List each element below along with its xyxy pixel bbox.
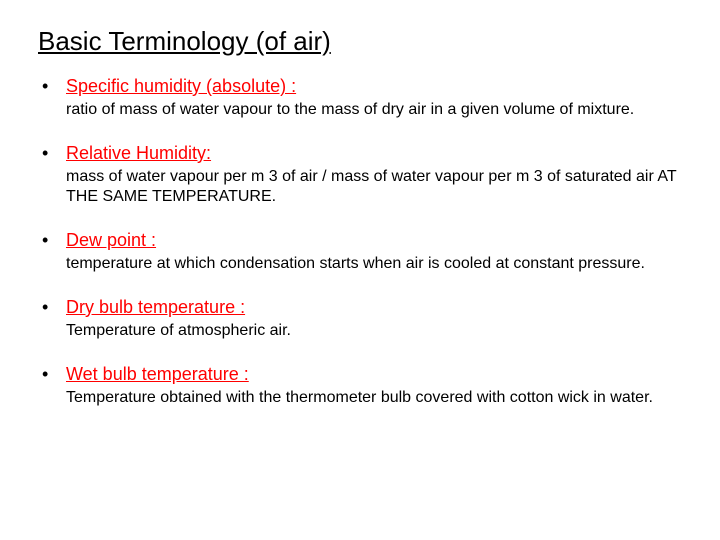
term-block: • Relative Humidity: mass of water vapou… bbox=[38, 142, 682, 207]
term-label: Relative Humidity: bbox=[66, 142, 211, 164]
bullet-icon: • bbox=[38, 363, 66, 385]
term-row: • Relative Humidity: bbox=[38, 142, 682, 164]
term-block: • Dry bulb temperature : Temperature of … bbox=[38, 296, 682, 341]
term-row: • Specific humidity (absolute) : bbox=[38, 75, 682, 97]
term-definition: temperature at which condensation starts… bbox=[66, 254, 682, 274]
bullet-icon: • bbox=[38, 75, 66, 97]
slide-container: Basic Terminology (of air) • Specific hu… bbox=[0, 0, 720, 540]
term-definition: Temperature obtained with the thermomete… bbox=[66, 388, 682, 408]
bullet-icon: • bbox=[38, 229, 66, 251]
term-row: • Dew point : bbox=[38, 229, 682, 251]
term-block: • Dew point : temperature at which conde… bbox=[38, 229, 682, 274]
bullet-icon: • bbox=[38, 142, 66, 164]
term-row: • Dry bulb temperature : bbox=[38, 296, 682, 318]
term-label: Specific humidity (absolute) : bbox=[66, 75, 296, 97]
term-label: Wet bulb temperature : bbox=[66, 363, 249, 385]
term-definition: ratio of mass of water vapour to the mas… bbox=[66, 100, 682, 120]
term-label: Dew point : bbox=[66, 229, 156, 251]
term-definition: Temperature of atmospheric air. bbox=[66, 321, 682, 341]
slide-title: Basic Terminology (of air) bbox=[38, 26, 682, 57]
term-block: • Wet bulb temperature : Temperature obt… bbox=[38, 363, 682, 408]
bullet-icon: • bbox=[38, 296, 66, 318]
term-block: • Specific humidity (absolute) : ratio o… bbox=[38, 75, 682, 120]
term-row: • Wet bulb temperature : bbox=[38, 363, 682, 385]
term-definition: mass of water vapour per m 3 of air / ma… bbox=[66, 167, 682, 207]
term-label: Dry bulb temperature : bbox=[66, 296, 245, 318]
